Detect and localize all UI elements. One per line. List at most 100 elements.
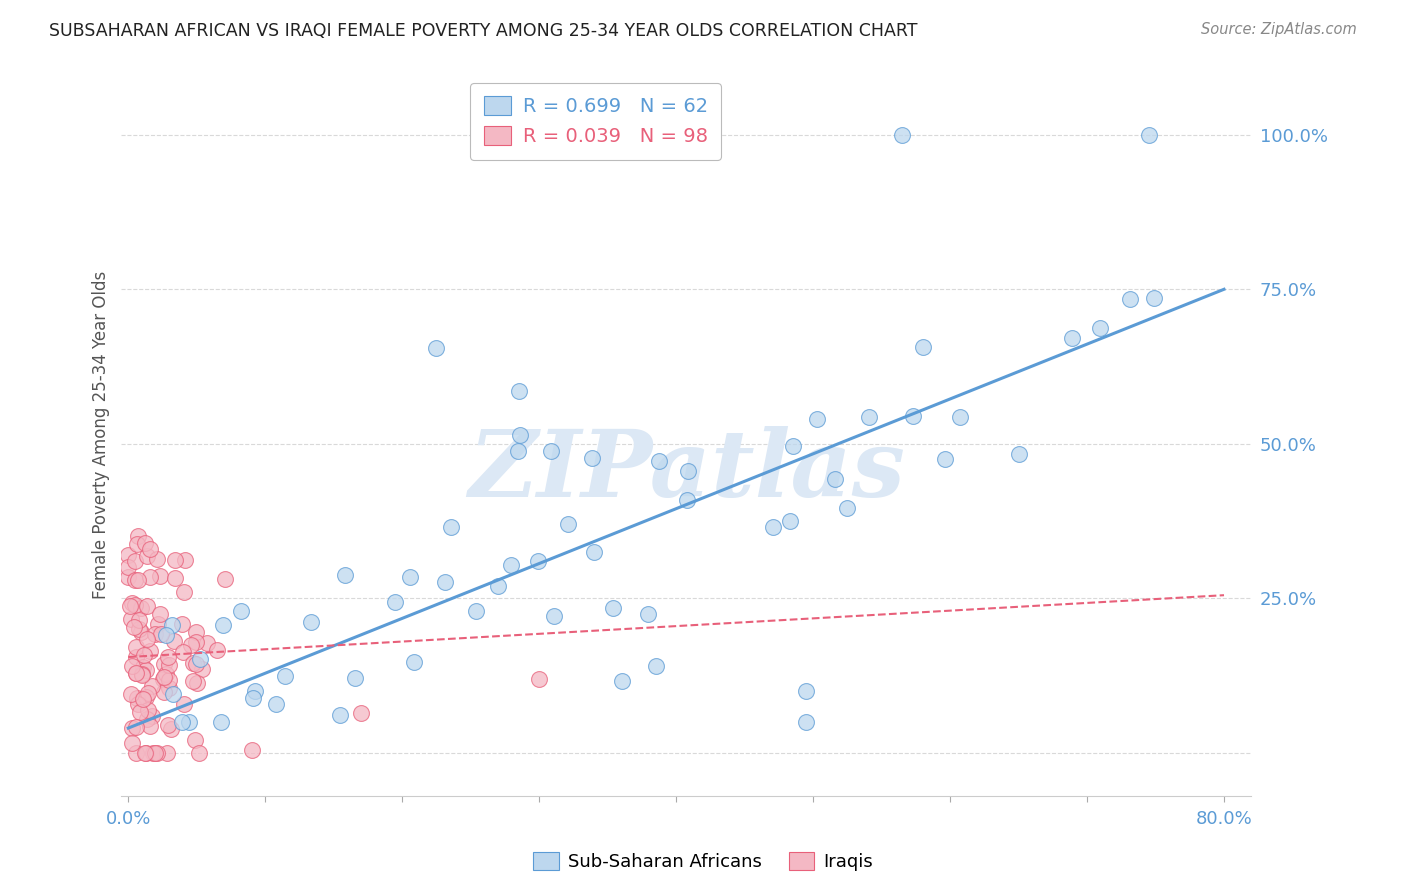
Point [157,673,180,687]
Text: ZIPatlas: ZIPatlas [468,425,905,516]
Point [153,657,176,672]
Point [180,638,202,652]
Point [134,746,156,760]
Point [121,596,143,610]
Point [509,428,531,442]
Point [155,667,177,681]
Point [163,571,186,585]
Point [172,617,194,632]
Legend: R = 0.699   N = 62, R = 0.039   N = 98: R = 0.699 N = 62, R = 0.039 N = 98 [470,83,721,160]
Point [146,552,169,566]
Point [135,549,157,563]
Point [120,599,142,613]
Point [143,626,166,640]
Point [131,668,153,682]
Point [134,535,156,549]
Point [146,617,169,632]
Point [835,500,858,515]
Point [127,529,149,543]
Point [156,718,179,732]
Point [384,595,406,609]
Point [141,709,163,723]
Point [1143,291,1166,305]
Point [582,545,605,559]
Point [157,650,180,665]
Point [333,568,356,582]
Point [425,341,447,355]
Point [186,634,208,648]
Point [124,720,146,734]
Point [128,622,150,636]
Point [949,409,972,424]
Point [141,679,163,693]
Point [1119,293,1142,307]
Point [129,705,152,719]
Point [127,574,149,588]
Point [134,690,156,704]
Point [139,541,162,556]
Point [131,660,153,674]
Point [132,692,155,706]
Point [610,674,633,689]
Point [676,492,699,507]
Point [647,453,669,467]
Point [794,684,817,698]
Point [398,570,420,584]
Point [434,575,457,590]
Point [195,636,218,650]
Text: Source: ZipAtlas.com: Source: ZipAtlas.com [1201,22,1357,37]
Point [160,617,183,632]
Point [205,643,228,657]
Point [762,520,785,534]
Point [121,737,143,751]
Point [125,665,148,680]
Point [155,628,177,642]
Point [134,648,156,662]
Point [160,723,183,737]
Point [128,613,150,627]
Point [508,384,530,399]
Point [139,570,162,584]
Point [350,706,373,720]
Point [153,684,176,698]
Point [508,443,530,458]
Point [1008,447,1031,461]
Point [1060,331,1083,345]
Point [149,569,172,583]
Point [637,607,659,622]
Point [125,640,148,655]
Point [214,572,236,586]
Point [242,690,264,705]
Point [439,520,461,534]
Point [465,604,488,618]
Point [136,713,159,727]
Point [121,721,143,735]
Point [165,553,187,567]
Point [581,451,603,466]
Point [912,340,935,354]
Point [858,410,880,425]
Text: SUBSAHARAN AFRICAN VS IRAQI FEMALE POVERTY AMONG 25-34 YEAR OLDS CORRELATION CHA: SUBSAHARAN AFRICAN VS IRAQI FEMALE POVER… [49,22,918,40]
Point [174,553,197,567]
Point [1088,321,1111,335]
Point [782,439,804,453]
Point [129,625,152,640]
Point [131,667,153,681]
Point [329,707,352,722]
Point [188,651,211,665]
Point [901,409,924,423]
Point [173,584,195,599]
Point [162,687,184,701]
Point [153,670,176,684]
Point [245,684,267,698]
Point [136,632,159,646]
Point [125,690,148,705]
Point [135,663,157,677]
Point [274,668,297,682]
Point [146,746,169,760]
Point [229,604,252,618]
Point [344,671,367,685]
Point [139,719,162,733]
Point [186,676,208,690]
Point [124,554,146,568]
